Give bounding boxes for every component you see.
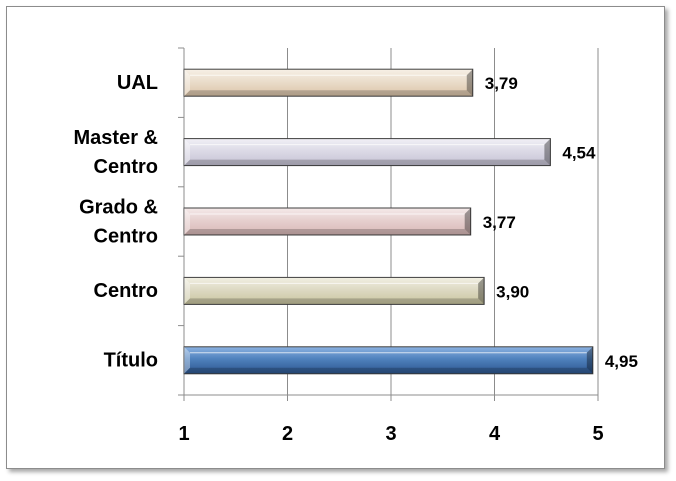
bar-grado-centro: [183, 207, 472, 236]
bar-body: [183, 68, 474, 97]
data-label: 3,79: [485, 74, 518, 93]
category-label: Centro: [94, 225, 158, 247]
category-label: Título: [104, 350, 158, 372]
category-label: Grado &: [79, 196, 158, 218]
bar-bevel-bottom: [184, 298, 485, 305]
bar-body: [183, 346, 594, 375]
bar-bevel-right: [466, 69, 473, 97]
data-label: 3,90: [496, 282, 529, 301]
x-tick-label-3: 3: [385, 423, 396, 445]
category-label: Centro: [94, 280, 158, 302]
bar-bevel-right: [586, 346, 593, 374]
bar-body: [183, 207, 472, 236]
bar-ual: [183, 68, 474, 97]
bar-bevel-right: [544, 138, 551, 166]
bar-t-tulo: [183, 346, 594, 375]
bar-bevel-bottom: [184, 90, 473, 97]
bar-bevel-left: [184, 138, 190, 166]
category-label: Master &: [74, 127, 158, 149]
bar-bevel-left: [184, 69, 190, 97]
bar-body: [183, 276, 485, 305]
bar-bevel-bottom: [184, 367, 593, 374]
bar-master-centro: [183, 138, 551, 167]
data-label: 4,54: [562, 144, 596, 163]
category-label: UAL: [117, 72, 158, 94]
bar-centro: [183, 276, 485, 305]
data-label: 3,77: [483, 213, 516, 232]
bar-bevel-left: [184, 277, 190, 305]
x-tick-label-5: 5: [592, 423, 603, 445]
data-label: 4,95: [605, 352, 638, 371]
category-label: Centro: [94, 156, 158, 178]
x-tick-label-2: 2: [282, 423, 293, 445]
bar-body: [183, 138, 551, 167]
x-tick-label-1: 1: [178, 423, 189, 445]
bar-bevel-right: [478, 277, 485, 305]
x-tick-label-4: 4: [489, 423, 501, 445]
bar-bevel-right: [464, 208, 471, 235]
bar-bevel-left: [184, 208, 190, 235]
bar-bevel-bottom: [184, 159, 551, 166]
bar-bevel-bottom: [184, 229, 471, 235]
bar-bevel-left: [184, 346, 190, 374]
